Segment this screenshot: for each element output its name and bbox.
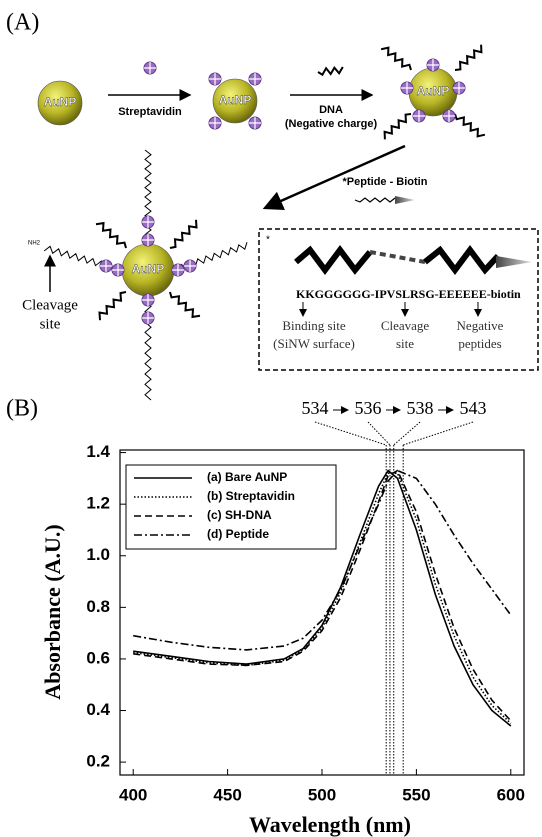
- x-tick-label: 600: [497, 785, 525, 804]
- streptavidin-cross: [172, 264, 184, 276]
- strand: [317, 65, 344, 77]
- legend-label: (b) Streptavidin: [207, 489, 295, 503]
- streptavidin-cross: [142, 216, 154, 228]
- particle-label: AuNP: [219, 93, 252, 107]
- peak-connector: [367, 421, 391, 446]
- panel-b: (B) Wavelength (nm) Absorbance (A.U.) 0.…: [6, 396, 525, 837]
- y-tick-label: 1.0: [86, 545, 110, 564]
- peptide-box: [258, 228, 539, 371]
- particle-label: AuNP: [44, 95, 77, 109]
- legend-label: (a) Bare AuNP: [207, 470, 287, 484]
- series-line: [133, 469, 512, 727]
- peak-label: 543: [460, 398, 487, 418]
- peptide-segment: [294, 245, 373, 275]
- strand: [383, 113, 412, 140]
- gold-nanoparticle: [37, 80, 83, 126]
- streptavidin-cross: [209, 117, 221, 129]
- strand: [95, 221, 127, 249]
- part-label: Cleavage: [381, 318, 430, 333]
- strand: [454, 44, 483, 71]
- step-label: Streptavidin: [118, 106, 182, 118]
- streptavidin-cross: [100, 260, 112, 272]
- x-axis-label: Wavelength (nm): [249, 812, 411, 837]
- gold-nanoparticle: [212, 78, 258, 124]
- legend-label: (d) Peptide: [207, 527, 269, 541]
- streptavidin-cross: [443, 110, 455, 122]
- peptide-segment: [423, 245, 501, 275]
- x-tick-label: 400: [119, 785, 147, 804]
- panel-a: (A) Streptavidin DNA (Negative charge) *…: [6, 10, 539, 401]
- streptavidin-cross: [144, 62, 156, 74]
- y-tick-label: 0.8: [86, 597, 110, 616]
- biotin: [496, 256, 532, 268]
- streptavidin-cross: [142, 294, 154, 306]
- streptavidin-cross: [249, 73, 261, 85]
- strand: [144, 149, 152, 245]
- step-label: DNA: [319, 104, 343, 116]
- arrow: [262, 144, 406, 211]
- streptavidin-cross: [401, 82, 413, 94]
- peptide-title: *Peptide - Biotin: [343, 176, 428, 188]
- cleavage-label: site: [40, 316, 61, 332]
- peak-label: 536: [355, 398, 382, 418]
- streptavidin-cross: [184, 260, 196, 272]
- y-tick-label: 0.4: [86, 700, 110, 719]
- part-label: site: [396, 336, 414, 351]
- peak-connector: [314, 421, 387, 446]
- streptavidin-cross: [249, 117, 261, 129]
- series-line: [133, 472, 512, 724]
- x-tick-label: 550: [402, 785, 430, 804]
- particle-label: AuNP: [417, 84, 450, 98]
- streptavidin-cross: [413, 110, 425, 122]
- panel-label: (B): [6, 396, 38, 422]
- strand: [98, 291, 127, 321]
- part-label: peptides: [458, 336, 501, 351]
- y-tick-label: 0.2: [86, 752, 110, 771]
- streptavidin-cross: [142, 312, 154, 324]
- series-line: [133, 469, 512, 651]
- strand: [454, 113, 486, 138]
- particle-label: AuNP: [132, 262, 165, 276]
- y-axis-label: Absorbance (A.U.): [40, 524, 65, 699]
- biotin: [395, 196, 415, 204]
- streptavidin-cross: [209, 73, 221, 85]
- streptavidin-cross: [453, 82, 465, 94]
- peak-connector: [393, 421, 421, 446]
- streptavidin-cross: [112, 264, 124, 276]
- x-tick-label: 500: [308, 785, 336, 804]
- legend-box: [125, 464, 337, 550]
- step-label: (Negative charge): [285, 118, 378, 130]
- y-tick-label: 1.2: [86, 494, 110, 513]
- strand: [380, 46, 412, 71]
- strand: [169, 219, 198, 249]
- strand: [169, 291, 201, 319]
- peak-label: 534: [302, 398, 329, 418]
- part-label: Binding site: [282, 318, 345, 333]
- panel-label: (A): [6, 10, 39, 36]
- sequence: KKGGGGGG-IPVSLRSG-EEEEEE-biotin: [296, 287, 521, 301]
- peak-label: 538: [407, 398, 434, 418]
- peptide-segment: [369, 250, 426, 264]
- strand: [354, 197, 396, 203]
- peak-connector: [403, 421, 474, 446]
- part-label: (SiNW surface): [273, 336, 355, 351]
- streptavidin-cross: [427, 59, 439, 71]
- y-tick-label: 0.6: [86, 648, 110, 667]
- x-tick-label: 450: [213, 785, 241, 804]
- legend-label: (c) SH-DNA: [207, 508, 272, 522]
- amine-label: NH2: [28, 241, 41, 247]
- star: *: [266, 235, 270, 246]
- y-tick-label: 1.4: [86, 442, 110, 461]
- part-label: Negative: [457, 318, 504, 333]
- series-line: [133, 469, 512, 722]
- streptavidin-cross: [142, 234, 154, 246]
- cleavage-label: Cleavage: [22, 297, 78, 313]
